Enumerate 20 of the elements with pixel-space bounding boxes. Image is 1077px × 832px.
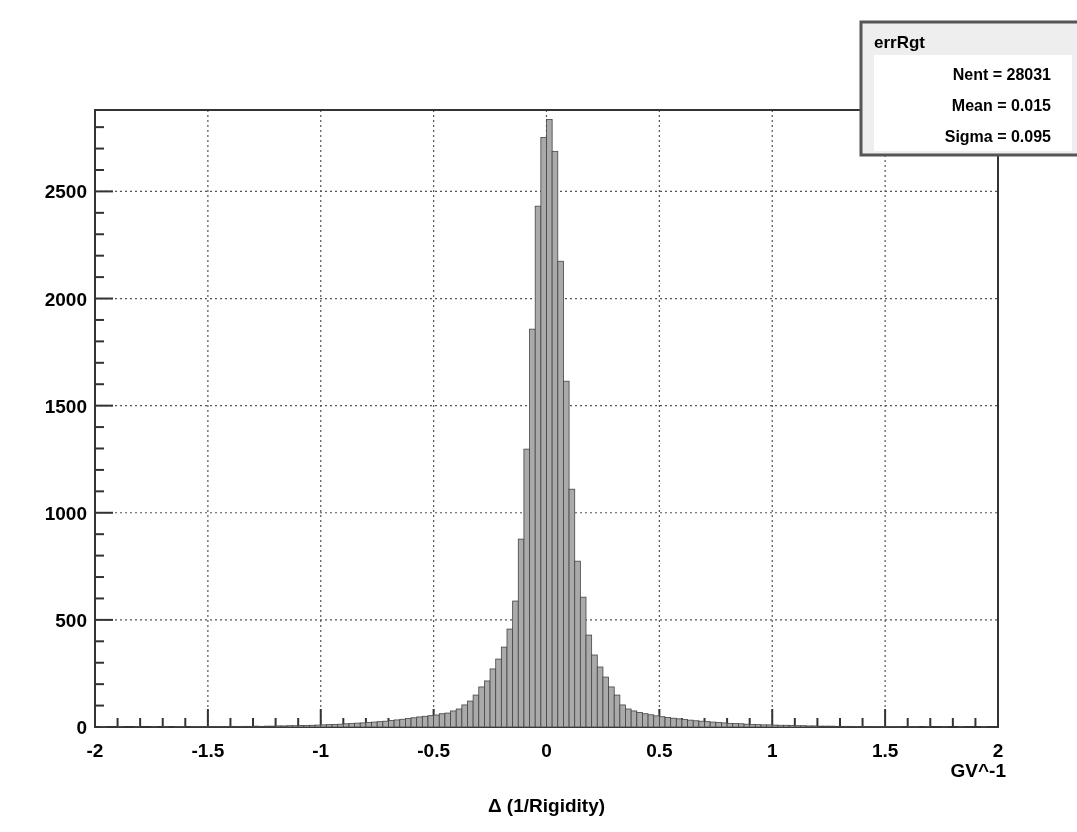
stats-box: errRgt Nent = 28031 Mean = 0.015 Sigma = 0.095 (859, 20, 1077, 157)
y-tick-label: 0 (76, 717, 87, 738)
x-tick-label: 1 (766, 740, 778, 761)
x-tick-label: -2 (86, 740, 104, 761)
y-tick-label: 1500 (44, 395, 87, 417)
x-axis-title: Δ (1/Rigidity) (487, 795, 606, 816)
text: GV^-1 (950, 760, 1007, 781)
annotation: Mean = 0.015 (951, 97, 1052, 114)
y-tick-label: 2000 (44, 288, 87, 310)
x-tick-label: -1 (312, 740, 330, 761)
y-tick-label: 2500 (44, 181, 87, 203)
x-tick-label: 2 (992, 740, 1004, 761)
y-tick-label: 500 (55, 609, 87, 631)
annotation: Sigma = 0.095 (944, 128, 1052, 145)
x-tick-label: 1.5 (871, 740, 899, 761)
x-tick-label: 0.5 (646, 740, 674, 761)
y-tick-label: 1000 (44, 502, 87, 524)
x-tick-label: -1.5 (191, 740, 225, 761)
x-tick-label: 0 (541, 740, 552, 761)
x-tick-label: -0.5 (417, 740, 451, 761)
